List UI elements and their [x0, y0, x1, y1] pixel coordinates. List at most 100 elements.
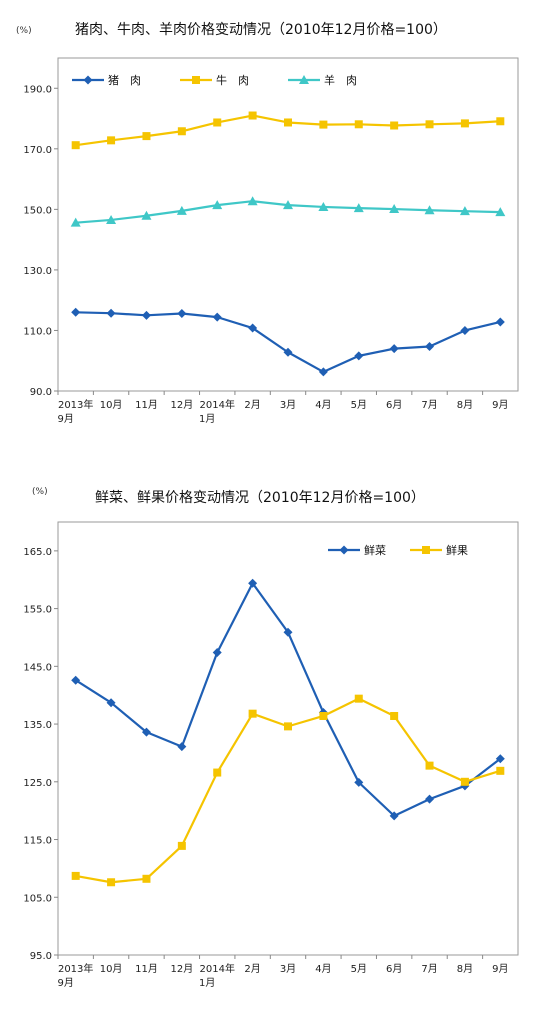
- produce-x-tick-label: 9月: [58, 977, 74, 989]
- meat-series-3-point: [283, 200, 293, 210]
- meat-series-2-point: [284, 118, 292, 127]
- produce-series-2-point: [71, 871, 80, 880]
- meat-plot-frame: [57, 57, 519, 392]
- meat-series-3-point: [247, 196, 258, 206]
- produce-y-tick-label: 155.0: [23, 605, 52, 616]
- meat-y-tick-label: 190.0: [23, 84, 52, 95]
- meat-y-tick-label: 170.0: [23, 145, 52, 156]
- produce-series-2-point: [354, 694, 363, 703]
- meat-x-tick-label: 8月: [457, 399, 473, 411]
- meat-legend-label-1: 猪 肉: [108, 74, 141, 87]
- produce-y-tick-label: 125.0: [23, 778, 52, 789]
- produce-x-tick-label: 7月: [421, 963, 437, 975]
- meat-series-2-point: [142, 132, 151, 141]
- meat-x-tick-label: 10月: [100, 399, 123, 411]
- produce-series-1-point: [460, 781, 470, 791]
- meat-x-tick-label: 5月: [351, 399, 367, 411]
- produce-title: 鲜菜、鲜果价格变动情况（2010年12月价格=100）: [95, 490, 425, 506]
- meat-series-1-point: [106, 308, 116, 318]
- meat-legend-label-3: 羊 肉: [324, 73, 357, 87]
- produce-series-1-point: [389, 811, 399, 821]
- produce-legend-marker-1: [339, 545, 349, 555]
- meat-series-2-point: [71, 141, 80, 150]
- produce-legend-label-2: 鲜果: [446, 543, 468, 557]
- meat-x-tick-label: 9月: [58, 413, 74, 425]
- meat-legend-label-2: 牛 肉: [216, 73, 249, 87]
- meat-x-tick-label: 2月: [244, 399, 260, 411]
- meat-x-tick-label: 1月: [199, 413, 215, 425]
- produce-series-1-point: [177, 742, 187, 752]
- meat-y-tick-label: 110.0: [23, 326, 52, 337]
- meat-series-1-point: [248, 323, 258, 333]
- meat-title: 猪肉、牛肉、羊肉价格变动情况（2010年12月价格=100）: [75, 22, 447, 38]
- produce-series-2-point: [213, 768, 222, 777]
- chart-pork-beef-mutton: 猪肉、牛肉、羊肉价格变动情况（2010年12月价格=100） (%) 90.0 110…: [0, 0, 535, 440]
- produce-series-2-point: [460, 777, 469, 786]
- meat-series-2-point: [390, 121, 399, 130]
- produce-series-2-point: [425, 761, 434, 770]
- produce-y-tick-label: 135.0: [23, 720, 52, 731]
- meat-legend-marker-2: [192, 76, 200, 84]
- produce-x-tick-label: 11月: [135, 963, 158, 975]
- meat-legend-marker-3: [299, 75, 309, 84]
- meat-x-tick-label: 12月: [170, 399, 193, 411]
- meat-series-1-point: [495, 317, 505, 327]
- meat-x-tick-label: 2013年: [58, 398, 93, 411]
- meat-series-2-point: [496, 117, 505, 126]
- meat-series-2-point: [213, 118, 222, 127]
- produce-x-tick-label: 9月: [492, 963, 508, 975]
- produce-x-tick-label: 4月: [315, 963, 331, 975]
- produce-x-tick-label: 10月: [100, 963, 123, 975]
- meat-x-tick-label: 3月: [280, 399, 296, 411]
- produce-series-2-point: [319, 711, 328, 720]
- meat-series-1-point: [354, 351, 364, 361]
- meat-series-3-point: [389, 204, 400, 214]
- produce-series-2-point: [496, 766, 505, 775]
- meat-series-1-point: [212, 312, 222, 322]
- meat-series-2-point: [107, 136, 116, 145]
- produce-x-tick-label: 2013年: [58, 962, 93, 975]
- produce-unit-label: (%): [32, 487, 48, 497]
- produce-y-tick-label: 105.0: [23, 893, 52, 904]
- meat-series-line-1: [75, 311, 501, 374]
- produce-series-2-point: [390, 711, 399, 720]
- meat-series-1-point: [141, 310, 151, 320]
- produce-x-tick-label: 8月: [457, 963, 473, 975]
- meat-series-2-point: [354, 120, 363, 129]
- produce-series-line-1: [75, 582, 501, 817]
- produce-series-1-point: [106, 698, 116, 708]
- meat-series-2-point: [460, 119, 469, 128]
- meat-x-tick-label: 9月: [492, 399, 508, 411]
- produce-series-1-point: [495, 754, 505, 764]
- produce-series-1-point: [248, 578, 258, 588]
- produce-series-1-point: [71, 675, 81, 685]
- produce-series-1-point: [283, 627, 293, 637]
- produce-x-tick-label: 5月: [351, 963, 367, 975]
- produce-series-2-point: [248, 709, 257, 718]
- produce-series-2-point: [177, 841, 186, 850]
- meat-series-3-point: [495, 207, 506, 217]
- chart-pork-beef-mutton-svg: 猪肉、牛肉、羊肉价格变动情况（2010年12月价格=100） (%) 90.0 110…: [16, 22, 519, 425]
- produce-series-2-point: [107, 878, 116, 887]
- meat-x-tick-label: 6月: [386, 399, 402, 411]
- meat-y-tick-label: 90.0: [30, 387, 52, 398]
- meat-series-2-point: [319, 120, 328, 129]
- meat-legend-marker-1: [83, 75, 93, 85]
- produce-series-2-point: [284, 722, 292, 731]
- meat-series-1-point: [389, 344, 399, 354]
- meat-y-tick-label: 130.0: [23, 266, 52, 277]
- chart-vegetables-fruits-svg: 鲜菜、鲜果价格变动情况（2010年12月价格=100） (%) 95.0 105.0 1…: [23, 487, 519, 989]
- produce-legend-label-1: 鲜菜: [364, 543, 386, 557]
- meat-series-3-point: [141, 210, 152, 220]
- meat-series-1-point: [425, 341, 435, 351]
- meat-series-3-point: [459, 206, 470, 216]
- meat-series-3-point: [353, 203, 364, 213]
- meat-series-2-point: [425, 120, 434, 129]
- meat-series-3-point: [70, 217, 81, 227]
- meat-y-tick-label: 150.0: [23, 205, 52, 216]
- produce-x-tick-label: 6月: [386, 963, 402, 975]
- meat-x-tick-label: 11月: [135, 399, 158, 411]
- produce-y-tick-label: 95.0: [30, 951, 52, 962]
- produce-x-tick-label: 2014年: [200, 962, 235, 975]
- produce-x-tick-label: 12月: [170, 963, 193, 975]
